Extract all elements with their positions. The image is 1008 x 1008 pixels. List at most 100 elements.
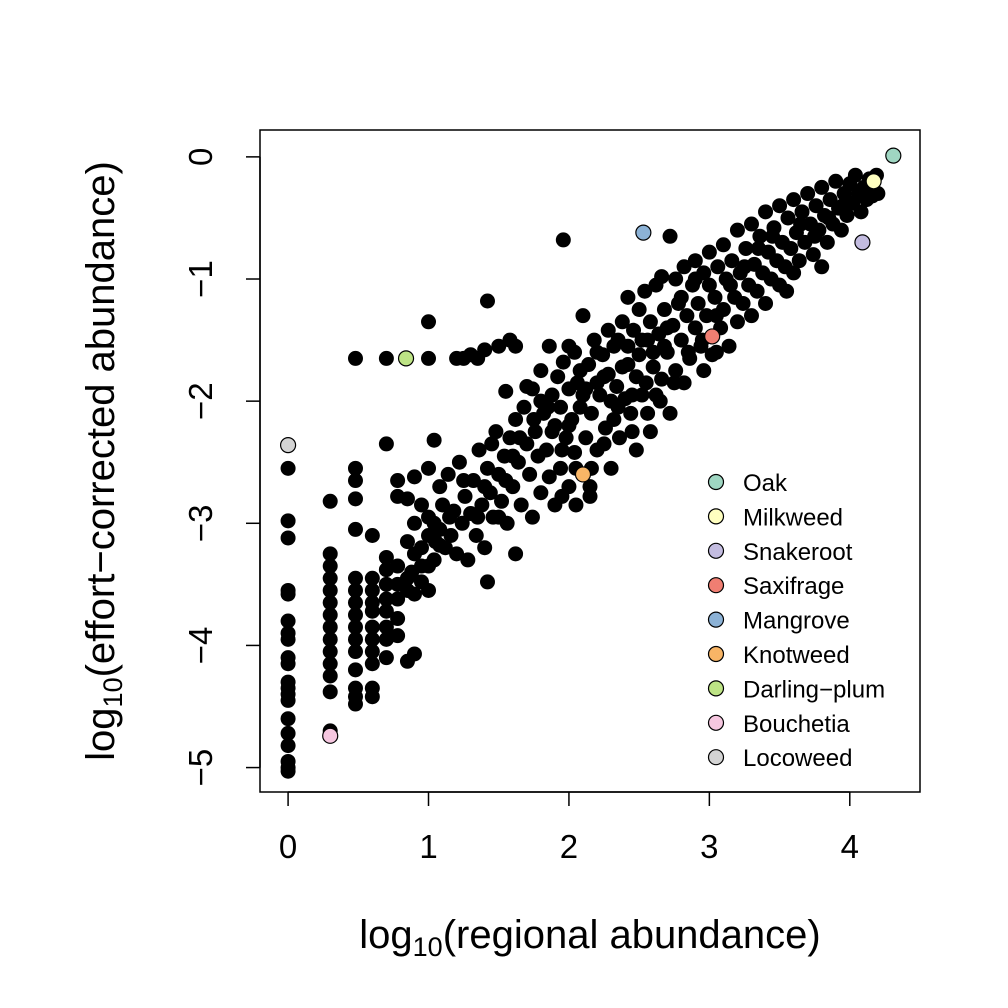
data-point bbox=[280, 586, 296, 602]
data-point bbox=[793, 216, 809, 232]
data-point bbox=[280, 631, 296, 647]
data-point bbox=[794, 204, 810, 220]
data-point bbox=[828, 173, 844, 189]
data-point bbox=[640, 405, 656, 421]
data-point bbox=[440, 466, 456, 482]
legend-swatch bbox=[707, 645, 725, 663]
data-point bbox=[347, 491, 363, 507]
data-point bbox=[710, 259, 726, 275]
data-point bbox=[819, 234, 835, 250]
data-point bbox=[347, 607, 363, 623]
legend-swatch bbox=[707, 749, 725, 766]
data-point bbox=[668, 271, 684, 287]
data-point bbox=[390, 558, 406, 574]
data-point bbox=[508, 411, 524, 427]
data-point bbox=[687, 320, 703, 336]
data-point bbox=[347, 619, 363, 635]
data-point bbox=[322, 631, 338, 647]
data-point bbox=[364, 570, 380, 586]
highlight-point bbox=[704, 328, 721, 345]
legend-swatch bbox=[707, 473, 725, 491]
data-point bbox=[554, 488, 570, 504]
data-point bbox=[456, 473, 472, 489]
data-point bbox=[568, 497, 584, 513]
legend-label: Saxifrage bbox=[743, 573, 844, 600]
data-point bbox=[421, 582, 437, 598]
legend: Oak Milkweed Snakeroot Saxifrage Mangrove Kno… bbox=[707, 470, 885, 772]
data-point bbox=[322, 656, 338, 672]
data-point bbox=[364, 619, 380, 635]
data-point bbox=[701, 244, 717, 260]
data-point bbox=[491, 509, 507, 525]
data-point bbox=[460, 552, 476, 568]
data-point bbox=[428, 534, 444, 550]
data-point bbox=[558, 430, 574, 446]
data-point bbox=[406, 469, 422, 485]
data-point bbox=[676, 259, 692, 275]
x-tick-label: 2 bbox=[560, 828, 578, 865]
data-point bbox=[659, 320, 675, 336]
legend-swatch bbox=[707, 577, 725, 594]
data-point bbox=[722, 277, 738, 293]
data-point bbox=[498, 383, 514, 399]
data-point bbox=[364, 631, 380, 647]
highlight-point bbox=[635, 224, 652, 241]
x-tick-label: 1 bbox=[419, 828, 437, 865]
data-point bbox=[399, 534, 415, 550]
highlighted-points bbox=[279, 147, 902, 744]
data-point bbox=[715, 237, 731, 253]
data-point bbox=[533, 363, 549, 379]
data-point bbox=[426, 552, 442, 568]
data-point bbox=[491, 338, 507, 354]
data-point bbox=[280, 513, 296, 529]
data-point bbox=[603, 460, 619, 476]
data-point bbox=[743, 216, 759, 232]
data-point bbox=[378, 650, 394, 666]
data-point bbox=[624, 387, 640, 403]
data-point bbox=[280, 711, 296, 727]
data-point bbox=[835, 198, 851, 214]
data-point bbox=[721, 338, 737, 354]
legend-swatch bbox=[707, 680, 725, 697]
data-point bbox=[538, 442, 554, 458]
data-point bbox=[378, 549, 394, 565]
data-point bbox=[668, 363, 684, 379]
data-point bbox=[432, 479, 448, 495]
data-point bbox=[443, 528, 459, 544]
data-point bbox=[484, 436, 500, 452]
data-point bbox=[494, 493, 510, 509]
x-axis-title-rest: (regional abundance) bbox=[443, 913, 821, 957]
data-point bbox=[322, 595, 338, 611]
data-point bbox=[654, 371, 670, 387]
data-point bbox=[516, 399, 532, 415]
data-point bbox=[555, 354, 571, 370]
data-point bbox=[654, 269, 670, 285]
data-point bbox=[610, 399, 626, 415]
data-point bbox=[524, 509, 540, 525]
data-point bbox=[631, 302, 647, 318]
data-point bbox=[772, 198, 788, 214]
data-point bbox=[474, 497, 490, 513]
data-point bbox=[364, 689, 380, 705]
data-point bbox=[322, 644, 338, 660]
data-point bbox=[583, 405, 599, 421]
data-point bbox=[679, 308, 695, 324]
highlight-point bbox=[885, 147, 902, 164]
data-point bbox=[708, 344, 724, 360]
data-point bbox=[853, 204, 869, 220]
x-tick-label: 0 bbox=[279, 828, 297, 865]
data-point bbox=[690, 295, 706, 311]
data-point bbox=[687, 271, 703, 287]
data-point bbox=[378, 576, 394, 592]
data-point bbox=[347, 521, 363, 537]
data-point bbox=[406, 646, 422, 662]
data-point bbox=[620, 289, 636, 305]
data-point bbox=[406, 515, 422, 531]
y-axis: 0 −1 −2 −3 −4 −5 bbox=[182, 148, 261, 786]
data-point bbox=[533, 485, 549, 501]
data-point bbox=[527, 424, 543, 440]
data-point bbox=[652, 393, 668, 409]
legend-label: Oak bbox=[743, 470, 788, 497]
legend-swatch bbox=[707, 542, 725, 559]
data-point bbox=[870, 186, 886, 202]
